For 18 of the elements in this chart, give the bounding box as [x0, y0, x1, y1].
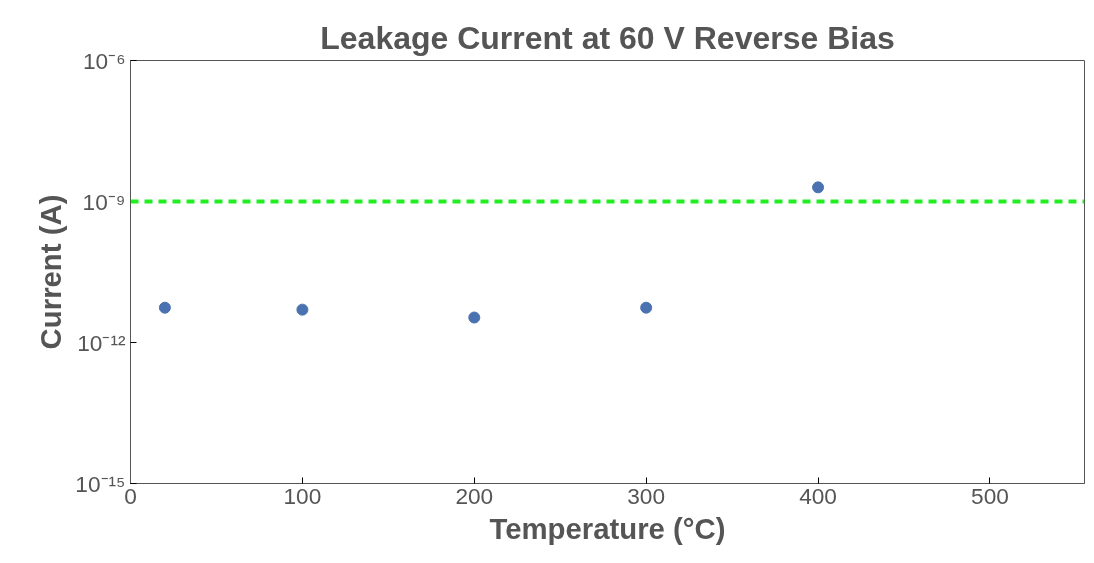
- y-tick-label: 10⁻⁶: [82, 47, 126, 74]
- point: [158, 301, 171, 314]
- x-axis-title: Temperature (°C): [489, 511, 726, 545]
- y-tick-label: 10⁻¹⁵: [75, 470, 126, 497]
- x-tick-label: 100: [283, 482, 322, 509]
- y-tick-label: 10⁻¹²: [77, 329, 126, 356]
- point: [296, 303, 309, 316]
- x-tick-label: 0: [124, 482, 137, 509]
- point: [468, 311, 481, 324]
- chart-title: Leakage Current at 60 V Reverse Bias: [320, 19, 895, 56]
- y-axis-title: Current (A): [34, 194, 68, 350]
- x-tick-label: 200: [455, 482, 494, 509]
- x-tick-label: 300: [627, 482, 666, 509]
- x-tick-label: 500: [971, 482, 1009, 509]
- point: [812, 181, 825, 194]
- point: [640, 301, 653, 314]
- y-tick-label: 10⁻⁹: [82, 188, 126, 215]
- x-tick-label: 400: [799, 482, 837, 509]
